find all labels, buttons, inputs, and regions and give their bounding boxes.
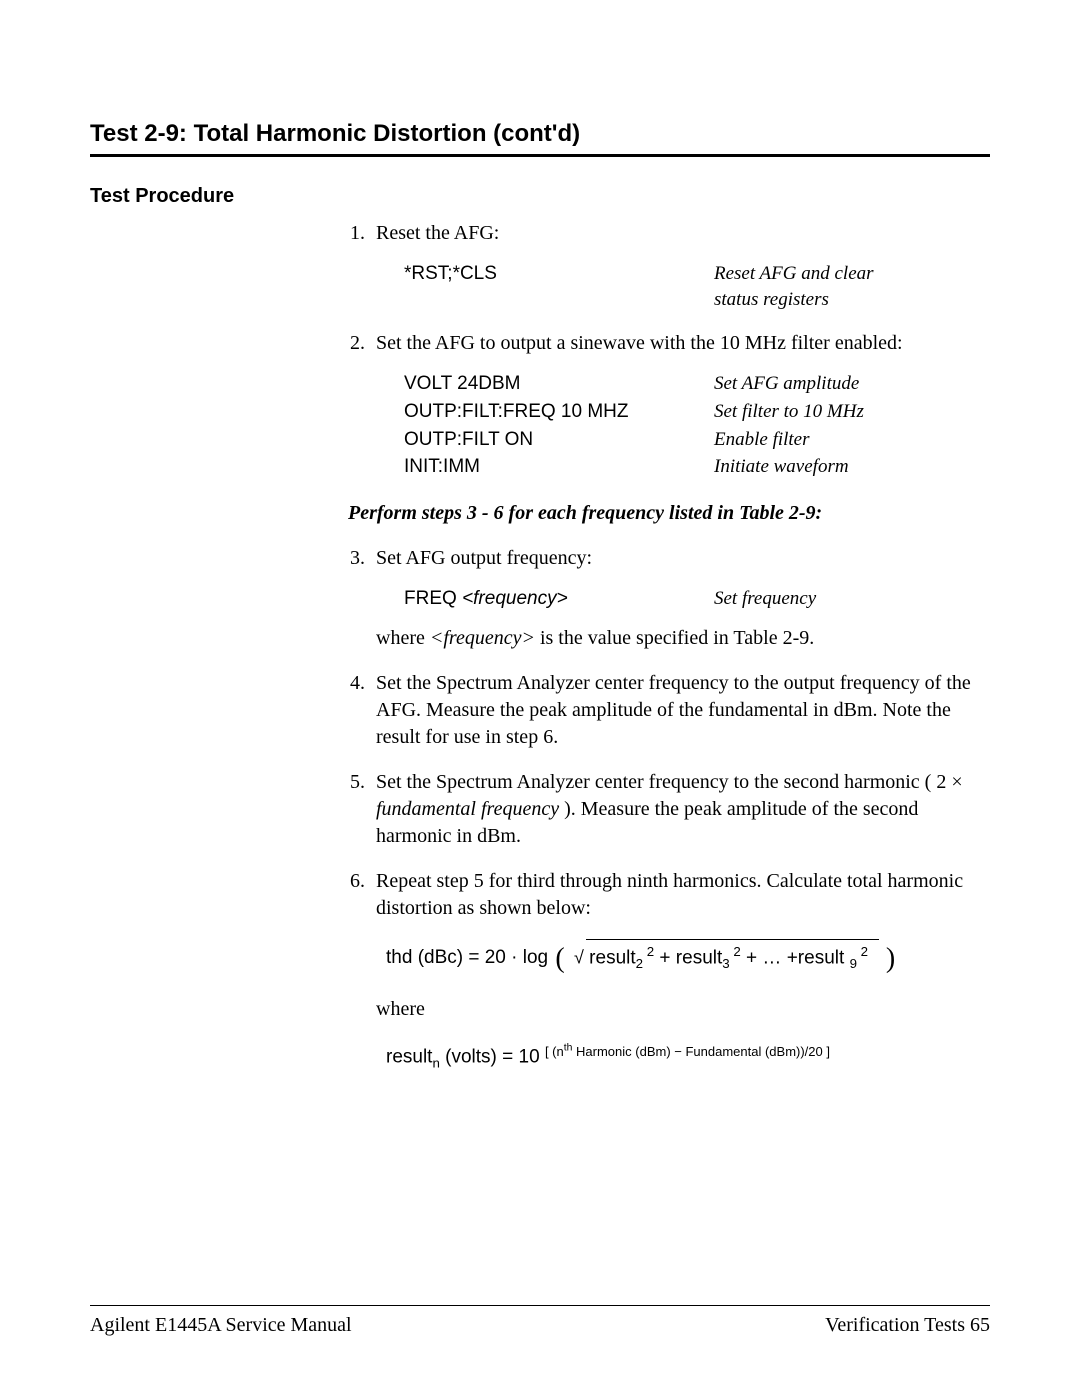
formula-text: + result xyxy=(654,947,722,968)
command-row: FREQ <frequency> Set frequency xyxy=(404,586,990,612)
sqrt-bar-icon xyxy=(586,939,879,940)
sqrt-icon: √ xyxy=(574,947,584,967)
subscript: 3 xyxy=(722,956,729,971)
superscript: 2 xyxy=(643,944,654,959)
exp-text: [ (n xyxy=(545,1044,564,1059)
step-number: 3. xyxy=(350,545,365,572)
command-row: *RST;*CLS Reset AFG and clear status reg… xyxy=(404,261,990,312)
perform-instruction: Perform steps 3 - 6 for each frequency l… xyxy=(348,500,990,527)
command-code: INIT:IMM xyxy=(404,454,714,480)
result-formula: resultn (volts) = 10 [ (nth Harmonic (dB… xyxy=(386,1041,990,1072)
step-text: Set the Spectrum Analyzer center frequen… xyxy=(376,771,963,847)
step-number: 5. xyxy=(350,769,365,796)
command-row: INIT:IMM Initiate waveform xyxy=(404,454,990,480)
step-1: 1. Reset the AFG: *RST;*CLS Reset AFG an… xyxy=(350,220,990,312)
superscript: 2 xyxy=(730,944,741,959)
formula-text: result xyxy=(386,1047,432,1068)
thd-formula: thd (dBc) = 20 · log ( √ result2 2 + res… xyxy=(386,940,990,978)
step-number: 4. xyxy=(350,670,365,697)
command-code: OUTP:FILT ON xyxy=(404,427,714,453)
step-text: Set the Spectrum Analyzer center frequen… xyxy=(376,672,971,748)
text: where xyxy=(376,627,430,649)
step-number: 1. xyxy=(350,220,365,247)
text: Set the Spectrum Analyzer center frequen… xyxy=(376,771,963,793)
step-4: 4. Set the Spectrum Analyzer center freq… xyxy=(350,670,990,751)
step-3: 3. Set AFG output frequency: FREQ <frequ… xyxy=(350,545,990,653)
page-number: 65 xyxy=(970,1314,990,1336)
superscript: 2 xyxy=(857,944,868,959)
command-row: OUTP:FILT:FREQ 10 MHZ Set filter to 10 M… xyxy=(404,399,990,425)
step-text: Set AFG output frequency: xyxy=(376,547,592,569)
cmd-param: <frequency> xyxy=(462,588,568,609)
page-title: Test 2-9: Total Harmonic Distortion (con… xyxy=(90,120,990,157)
where-text: where <frequency> is the value specified… xyxy=(376,625,990,652)
exponent: [ (nth Harmonic (dBm) − Fundamental (dBm… xyxy=(545,1044,830,1059)
paren-icon: ( xyxy=(553,943,566,974)
cmd-text: FREQ xyxy=(404,588,462,609)
command-code: FREQ <frequency> xyxy=(404,586,714,612)
step-text: Reset the AFG: xyxy=(376,222,499,244)
step-5: 5. Set the Spectrum Analyzer center freq… xyxy=(350,769,990,850)
text: is the value specified in Table 2-9. xyxy=(535,627,814,649)
desc-line: status registers xyxy=(714,289,829,310)
step-2: 2. Set the AFG to output a sinewave with… xyxy=(350,330,990,527)
formula-text: thd (dBc) = 20 · log xyxy=(386,947,553,968)
command-code: OUTP:FILT:FREQ 10 MHZ xyxy=(404,399,714,425)
command-desc: Set frequency xyxy=(714,586,816,612)
italic-text: fundamental frequency xyxy=(376,798,559,820)
exp-text: Harmonic (dBm) − Fundamental (dBm))/20 ] xyxy=(572,1044,830,1059)
formula-text: (volts) = 10 xyxy=(440,1047,545,1068)
command-code: *RST;*CLS xyxy=(404,261,714,287)
formula-text: result xyxy=(584,947,636,968)
command-desc: Initiate waveform xyxy=(714,454,849,480)
command-desc: Enable filter xyxy=(714,427,810,453)
subscript: 9 xyxy=(850,956,857,971)
footer-right: Verification Tests 65 xyxy=(825,1314,990,1337)
sqrt-expression: √ result2 2 + result3 2 + … +result 9 2 xyxy=(572,943,879,973)
command-row: VOLT 24DBM Set AFG amplitude xyxy=(404,371,990,397)
desc-line: Reset AFG and clear xyxy=(714,263,874,284)
content-column: 1. Reset the AFG: *RST;*CLS Reset AFG an… xyxy=(350,220,990,1073)
subscript: n xyxy=(432,1056,439,1071)
command-desc: Set AFG amplitude xyxy=(714,371,859,397)
paren-icon: ) xyxy=(884,943,897,974)
page-footer: Agilent E1445A Service Manual Verificati… xyxy=(90,1305,990,1337)
step-number: 2. xyxy=(350,330,365,357)
subscript: 2 xyxy=(636,956,643,971)
command-desc: Set filter to 10 MHz xyxy=(714,399,864,425)
footer-section: Verification Tests xyxy=(825,1314,970,1336)
command-code: VOLT 24DBM xyxy=(404,371,714,397)
where-label: where xyxy=(376,996,990,1023)
step-number: 6. xyxy=(350,868,365,895)
command-row: OUTP:FILT ON Enable filter xyxy=(404,427,990,453)
step-6: 6. Repeat step 5 for third through ninth… xyxy=(350,868,990,1072)
formula-text: + … +result xyxy=(741,947,850,968)
step-text: Set the AFG to output a sinewave with th… xyxy=(376,332,903,354)
param-text: <frequency> xyxy=(430,627,535,649)
command-desc: Reset AFG and clear status registers xyxy=(714,261,874,312)
step-text: Repeat step 5 for third through ninth ha… xyxy=(376,870,963,919)
section-header: Test Procedure xyxy=(90,185,990,208)
footer-left: Agilent E1445A Service Manual xyxy=(90,1314,352,1337)
